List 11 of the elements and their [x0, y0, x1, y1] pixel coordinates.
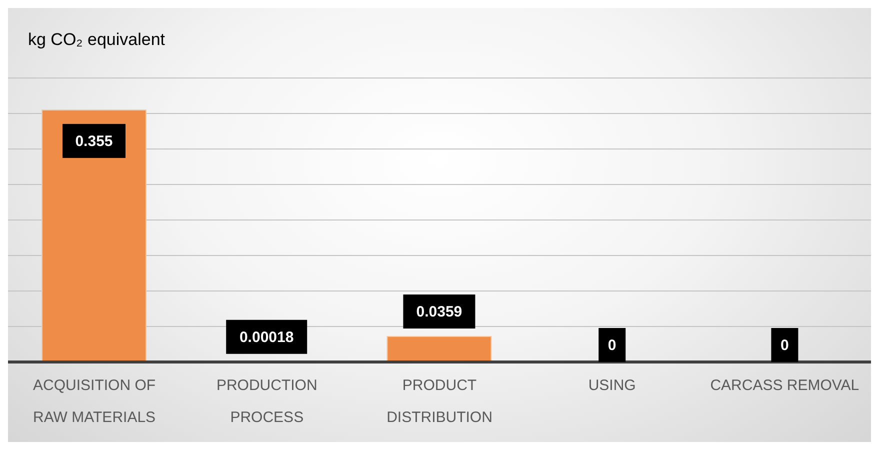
data-label: 0.355 — [75, 132, 113, 150]
x-tick-label: PRODUCTION PROCESS — [216, 377, 318, 426]
data-label: 0.00018 — [239, 328, 294, 346]
chart-title: kg CO₂ equivalent — [28, 30, 166, 50]
x-tick-label: PRODUCT DISTRIBUTION — [386, 377, 492, 426]
data-label: 0 — [780, 337, 789, 354]
x-tick-label: ACQUISITION OF RAW MATERIALS — [33, 377, 156, 426]
data-label: 0 — [608, 337, 616, 354]
data-label: 0.0359 — [416, 304, 462, 321]
x-tick-label: CARCASS REMOVAL — [710, 377, 860, 394]
x-tick-label: USING — [588, 377, 636, 394]
